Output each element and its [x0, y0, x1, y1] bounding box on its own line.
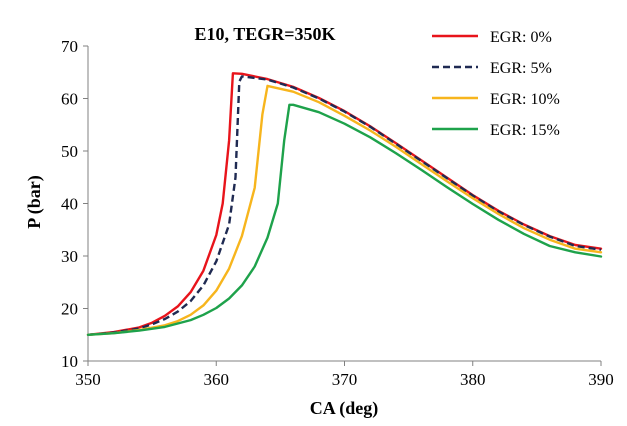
- y-tick-label: 50: [61, 142, 78, 161]
- y-tick-label: 60: [61, 90, 78, 109]
- legend-label-1: EGR: 5%: [490, 60, 552, 77]
- y-tick-label: 10: [61, 352, 78, 371]
- legend-label-2: EGR: 10%: [490, 91, 560, 108]
- x-tick-label: 370: [332, 370, 358, 389]
- y-tick-label: 30: [61, 247, 78, 266]
- axes: 10 20 30 40 50 60 70 350 360 370 380 390: [61, 37, 614, 389]
- y-axis-title: P (bar): [24, 175, 45, 229]
- legend-label-3: EGR: 15%: [490, 122, 560, 139]
- y-tick-label: 20: [61, 300, 78, 319]
- y-tick-label: 70: [61, 37, 78, 56]
- legend-label-0: EGR: 0%: [490, 29, 552, 46]
- series-line-3: [86, 103, 603, 336]
- series-line-1: [87, 75, 602, 336]
- x-axis-title: CA (deg): [310, 398, 379, 419]
- x-tick-label: 360: [204, 370, 230, 389]
- y-tick-label: 40: [61, 195, 78, 214]
- x-tick-label: 350: [75, 370, 101, 389]
- chart-title: E10, TEGR=350K: [195, 24, 336, 44]
- series-layer: [86, 72, 603, 336]
- series-line-2: [86, 84, 603, 336]
- x-tick-label: 390: [588, 370, 614, 389]
- x-tick-label: 380: [460, 370, 486, 389]
- legend: EGR: 0% EGR: 5% EGR: 10% EGR: 15%: [432, 29, 560, 139]
